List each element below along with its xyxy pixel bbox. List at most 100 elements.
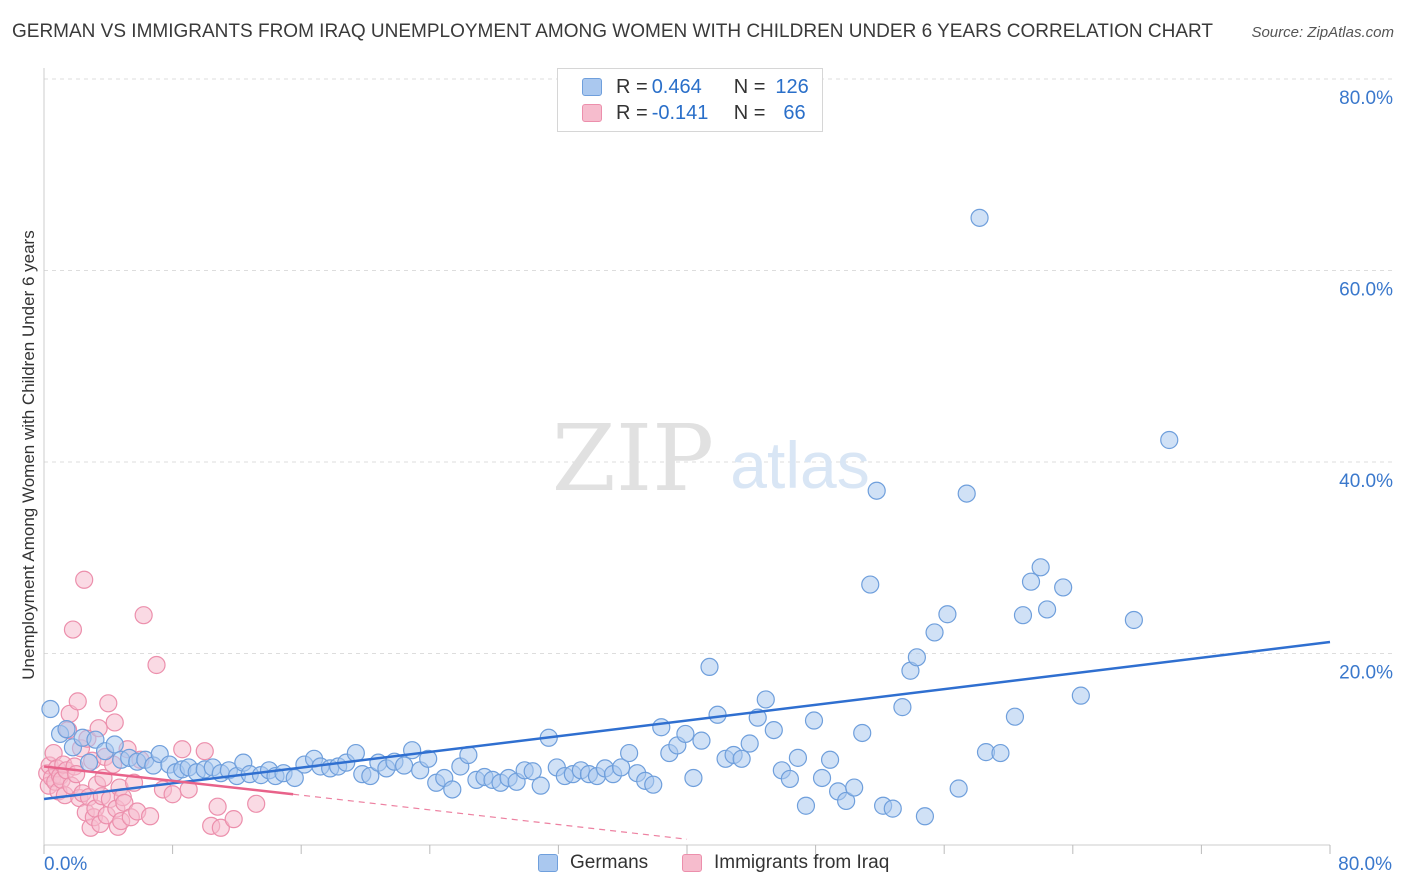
data-point-germans bbox=[1054, 578, 1073, 597]
data-point-germans bbox=[1037, 600, 1057, 619]
data-point-iraq bbox=[75, 570, 94, 589]
data-point-germans bbox=[361, 766, 380, 786]
legend-n-label: N = bbox=[733, 101, 766, 124]
data-point-iraq bbox=[147, 655, 166, 675]
data-point-iraq bbox=[195, 742, 214, 761]
data-point-germans bbox=[1124, 610, 1143, 630]
bottom-legend-swatch-germans bbox=[538, 854, 558, 872]
legend-r-value-germans: 0.464 bbox=[651, 75, 702, 98]
data-point-germans bbox=[79, 753, 99, 772]
data-point-germans bbox=[820, 750, 840, 769]
data-point-germans bbox=[1021, 572, 1041, 591]
legend-r-label: R = bbox=[616, 101, 648, 124]
data-point-iraq bbox=[105, 713, 124, 732]
bottom-legend: Germans Immigrants from Iraq bbox=[0, 852, 1406, 878]
data-point-germans bbox=[1013, 606, 1033, 625]
legend-r-label: R = bbox=[616, 75, 648, 98]
data-point-germans bbox=[780, 769, 799, 789]
data-point-iraq bbox=[173, 740, 192, 759]
y-tick-label: 80.0% bbox=[1339, 88, 1393, 109]
watermark-atlas: atlas bbox=[730, 428, 869, 502]
data-point-iraq bbox=[211, 818, 230, 837]
data-point-germans bbox=[676, 724, 695, 744]
y-tick-label: 60.0% bbox=[1339, 280, 1393, 301]
data-point-germans bbox=[853, 723, 872, 743]
data-point-germans bbox=[708, 705, 727, 724]
data-point-germans bbox=[837, 791, 856, 811]
data-point-germans bbox=[1031, 558, 1050, 577]
data-point-germans bbox=[1071, 686, 1090, 705]
watermark: ZIP atlas bbox=[552, 405, 870, 512]
data-point-germans bbox=[764, 720, 783, 740]
chart-title: GERMAN VS IMMIGRANTS FROM IRAQ UNEMPLOYM… bbox=[12, 21, 1213, 42]
trend-lines bbox=[43, 640, 1331, 840]
data-point-iraq bbox=[208, 797, 227, 816]
trend-line-germans bbox=[43, 640, 1331, 801]
data-point-germans bbox=[796, 796, 816, 815]
data-point-germans bbox=[620, 743, 639, 763]
grid-lines bbox=[44, 78, 1392, 654]
source-label: Source: ZipAtlas.com bbox=[1251, 24, 1394, 41]
data-point-germans bbox=[938, 605, 957, 624]
data-point-germans bbox=[394, 756, 414, 775]
data-point-germans bbox=[403, 741, 422, 760]
data-point-germans bbox=[732, 749, 751, 768]
data-point-germans bbox=[652, 718, 671, 737]
trend-line-iraq bbox=[43, 765, 294, 796]
data-point-germans bbox=[845, 778, 864, 797]
data-point-iraq bbox=[224, 810, 243, 829]
tick-labels: 20.0% 40.0% 60.0% 80.0% 0.0% 80.0% bbox=[44, 88, 1393, 875]
legend-row-germans: R = 0.464 N = 126 bbox=[582, 75, 809, 99]
data-point-germans bbox=[700, 657, 719, 677]
bottom-legend-label-iraq: Immigrants from Iraq bbox=[714, 852, 890, 873]
legend-swatch-germans bbox=[582, 78, 602, 96]
data-point-germans bbox=[867, 481, 886, 500]
legend-n-value-iraq: 66 bbox=[783, 101, 806, 124]
data-point-germans bbox=[692, 731, 711, 750]
data-point-germans bbox=[883, 799, 902, 818]
data-point-germans bbox=[949, 779, 968, 798]
data-point-iraq bbox=[140, 807, 160, 826]
legend-row-iraq: R = -0.141 N = 66 bbox=[582, 101, 806, 125]
y-axis-label: Unemployment Among Women with Children U… bbox=[19, 230, 38, 680]
data-point-germans bbox=[991, 743, 1010, 763]
legend-n-value-germans: 126 bbox=[775, 75, 809, 98]
data-point-iraq bbox=[99, 694, 118, 713]
data-point-iraq bbox=[247, 794, 266, 813]
data-point-germans bbox=[684, 768, 703, 788]
bottom-legend-germans: Germans bbox=[538, 852, 648, 874]
bottom-legend-label-germans: Germans bbox=[570, 852, 649, 873]
data-point-germans bbox=[804, 711, 824, 730]
data-point-germans bbox=[523, 762, 542, 781]
data-point-germans bbox=[740, 734, 759, 753]
data-point-germans bbox=[907, 648, 926, 667]
watermark-zip: ZIP bbox=[552, 405, 714, 512]
y-tick-label: 20.0% bbox=[1339, 663, 1393, 684]
data-point-germans bbox=[915, 807, 935, 826]
trend-line-iraq-extension bbox=[293, 793, 688, 840]
data-point-germans bbox=[611, 758, 631, 777]
data-point-iraq bbox=[68, 692, 87, 711]
data-point-germans bbox=[443, 780, 462, 799]
x-tick-label: 0.0% bbox=[44, 854, 87, 875]
data-point-germans bbox=[1160, 430, 1179, 450]
data-point-germans bbox=[861, 575, 880, 594]
data-point-germans bbox=[756, 690, 775, 709]
data-point-germans bbox=[644, 775, 663, 794]
data-point-germans bbox=[788, 748, 808, 767]
data-point-iraq bbox=[63, 620, 83, 639]
y-tick-label: 40.0% bbox=[1339, 471, 1393, 492]
data-point-germans bbox=[57, 720, 76, 739]
legend-swatch-iraq bbox=[582, 104, 602, 122]
germans-points bbox=[41, 208, 1179, 826]
axes bbox=[43, 68, 1331, 854]
data-point-germans bbox=[531, 776, 550, 795]
data-point-iraq bbox=[134, 606, 153, 625]
legend-n-label: N = bbox=[733, 75, 766, 98]
bottom-legend-swatch-iraq bbox=[682, 854, 702, 872]
data-point-germans bbox=[970, 208, 989, 227]
data-point-germans bbox=[893, 698, 912, 717]
data-point-germans bbox=[105, 735, 124, 754]
x-tick-label: 80.0% bbox=[1338, 854, 1392, 875]
